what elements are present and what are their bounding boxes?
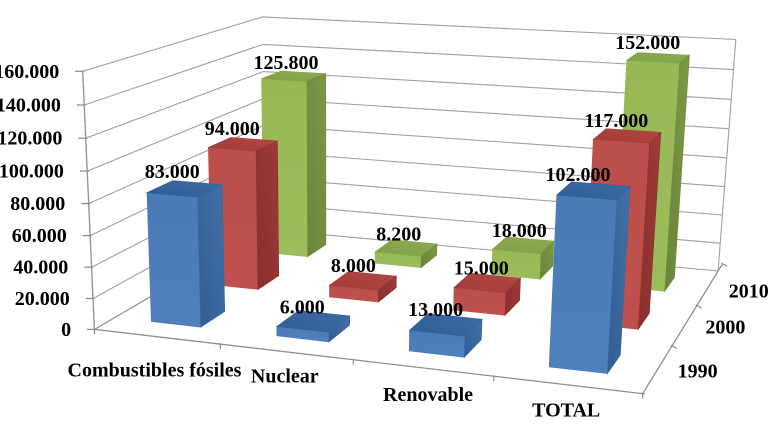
svg-text:60.000: 60.000 xyxy=(12,225,67,247)
svg-text:2000: 2000 xyxy=(705,317,745,339)
svg-text:6.000: 6.000 xyxy=(280,297,325,319)
svg-text:117.000: 117.000 xyxy=(584,110,648,132)
svg-text:2010: 2010 xyxy=(729,281,768,303)
svg-text:15.000: 15.000 xyxy=(454,257,509,279)
svg-text:TOTAL: TOTAL xyxy=(532,399,600,421)
svg-text:120.000: 120.000 xyxy=(0,128,62,150)
svg-text:152.000: 152.000 xyxy=(615,32,680,54)
svg-text:140.000: 140.000 xyxy=(0,95,61,117)
svg-text:18.000: 18.000 xyxy=(492,220,547,242)
svg-text:80.000: 80.000 xyxy=(10,193,65,215)
svg-text:13.000: 13.000 xyxy=(408,299,463,321)
svg-text:Nuclear: Nuclear xyxy=(251,366,319,388)
svg-text:8.200: 8.200 xyxy=(376,224,421,246)
svg-text:83.000: 83.000 xyxy=(145,161,200,183)
svg-text:160.000: 160.000 xyxy=(0,61,59,83)
svg-text:Renovable: Renovable xyxy=(383,384,473,406)
svg-text:1990: 1990 xyxy=(678,360,718,382)
svg-text:20.000: 20.000 xyxy=(15,288,70,310)
svg-text:102.000: 102.000 xyxy=(546,164,611,186)
svg-text:125.800: 125.800 xyxy=(254,52,319,74)
svg-text:100.000: 100.000 xyxy=(0,161,64,183)
svg-text:Combustibles fósiles: Combustibles fósiles xyxy=(68,360,242,382)
svg-text:40.000: 40.000 xyxy=(13,257,68,279)
svg-text:94.000: 94.000 xyxy=(205,118,260,140)
svg-text:8.000: 8.000 xyxy=(331,255,376,277)
svg-text:0: 0 xyxy=(61,319,71,341)
